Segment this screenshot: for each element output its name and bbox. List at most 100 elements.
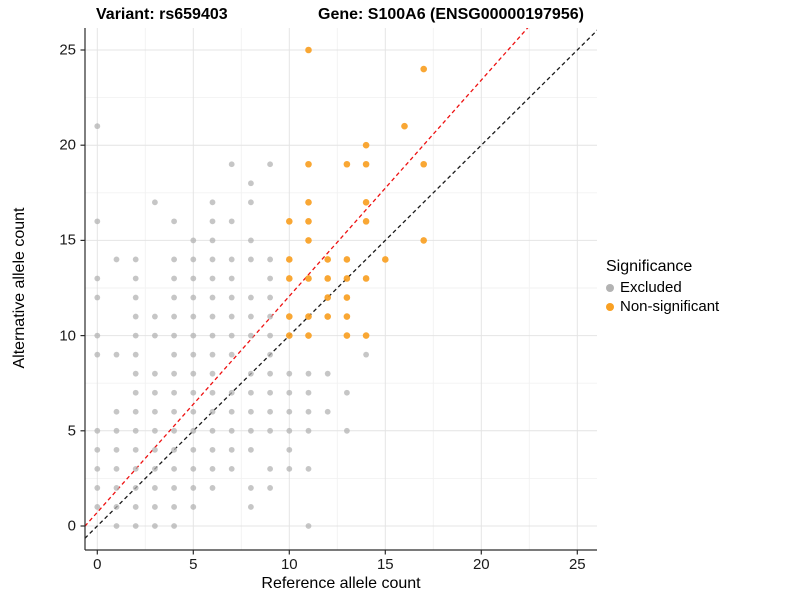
data-point: [209, 294, 216, 301]
grid-minor: [85, 28, 597, 550]
data-point: [305, 199, 312, 206]
data-point: [209, 237, 216, 244]
legend-title: Significance: [606, 258, 693, 275]
data-point: [94, 275, 101, 282]
data-point: [209, 313, 216, 320]
data-point: [382, 256, 389, 263]
data-point: [343, 275, 351, 282]
data-point: [132, 408, 139, 415]
data-point: [190, 465, 197, 472]
data-point: [190, 485, 197, 491]
plot-title-gene: Gene: S100A6 (ENSG00000197956): [318, 6, 584, 23]
data-point: [267, 408, 273, 415]
data-point: [152, 427, 158, 434]
data-point: [267, 389, 273, 396]
data-point: [152, 389, 158, 396]
data-point: [362, 160, 370, 168]
data-point: [190, 370, 197, 377]
data-point: [190, 256, 197, 263]
data-point: [209, 256, 216, 263]
y-axis-label: Alternative allele count: [11, 207, 28, 369]
data-point: [209, 332, 216, 339]
data-point: [209, 199, 216, 206]
data-point: [171, 332, 178, 339]
y-tick-label: 20: [59, 136, 76, 154]
data-point: [171, 294, 178, 301]
data-point: [94, 446, 101, 453]
data-point: [113, 485, 120, 491]
data-point: [94, 294, 101, 301]
data-point: [132, 370, 139, 377]
data-point: [152, 523, 158, 529]
data-point: [190, 427, 197, 434]
data-point: [324, 256, 332, 263]
data-point: [228, 294, 235, 301]
data-point: [171, 370, 178, 377]
data-point: [286, 275, 293, 282]
data-point: [228, 465, 235, 472]
data-point: [171, 446, 178, 453]
data-point: [286, 332, 293, 339]
data-point: [228, 351, 235, 358]
data-point: [305, 408, 312, 415]
data-point: [94, 504, 101, 510]
data-point: [228, 332, 235, 339]
data-point: [267, 351, 273, 358]
data-point: [248, 294, 254, 301]
data-point: [209, 275, 216, 282]
data-point: [248, 408, 254, 415]
data-point: [113, 408, 120, 415]
data-point: [132, 275, 139, 282]
data-point: [248, 313, 254, 320]
data-point: [94, 218, 101, 225]
data-point: [305, 465, 312, 472]
data-point: [228, 427, 235, 434]
data-point: [94, 123, 101, 130]
reference-lines: [85, 28, 597, 539]
data-point: [305, 370, 312, 377]
data-point: [190, 294, 197, 301]
data-point: [190, 275, 197, 282]
data-point: [113, 351, 120, 358]
x-tick-label: 20: [472, 556, 490, 573]
data-point: [209, 485, 216, 491]
data-point: [286, 465, 293, 472]
data-point: [248, 370, 254, 377]
data-point: [248, 180, 254, 187]
series-excluded: [94, 123, 369, 529]
data-point: [152, 313, 158, 320]
data-point: [190, 504, 197, 510]
data-point: [344, 389, 350, 396]
data-point: [305, 427, 312, 434]
data-point: [171, 408, 178, 415]
data-point: [362, 199, 370, 206]
data-point: [113, 256, 120, 263]
data-point: [228, 218, 235, 225]
data-point: [305, 389, 312, 396]
data-point: [343, 313, 351, 320]
legend-items: Excluded Non-significant: [606, 278, 719, 316]
data-point: [267, 256, 273, 263]
data-point: [286, 427, 293, 434]
data-point: [420, 65, 428, 73]
data-point: [171, 465, 178, 472]
data-point: [286, 408, 293, 415]
y-tick-label: 0: [67, 517, 76, 535]
data-point: [286, 389, 293, 396]
data-point: [113, 427, 120, 434]
data-point: [171, 313, 178, 320]
data-point: [228, 256, 235, 263]
ratio-line: [85, 28, 529, 527]
data-point: [228, 446, 235, 453]
data-point: [305, 523, 312, 529]
data-point: [305, 313, 312, 320]
data-point: [132, 389, 139, 396]
data-point: [171, 218, 178, 225]
data-point: [267, 161, 273, 168]
data-point: [113, 504, 120, 510]
data-point: [132, 427, 139, 434]
data-point: [228, 161, 235, 168]
legend-item-label: Excluded: [620, 279, 682, 296]
data-point: [190, 237, 197, 244]
y-tick-label: 10: [59, 327, 76, 345]
